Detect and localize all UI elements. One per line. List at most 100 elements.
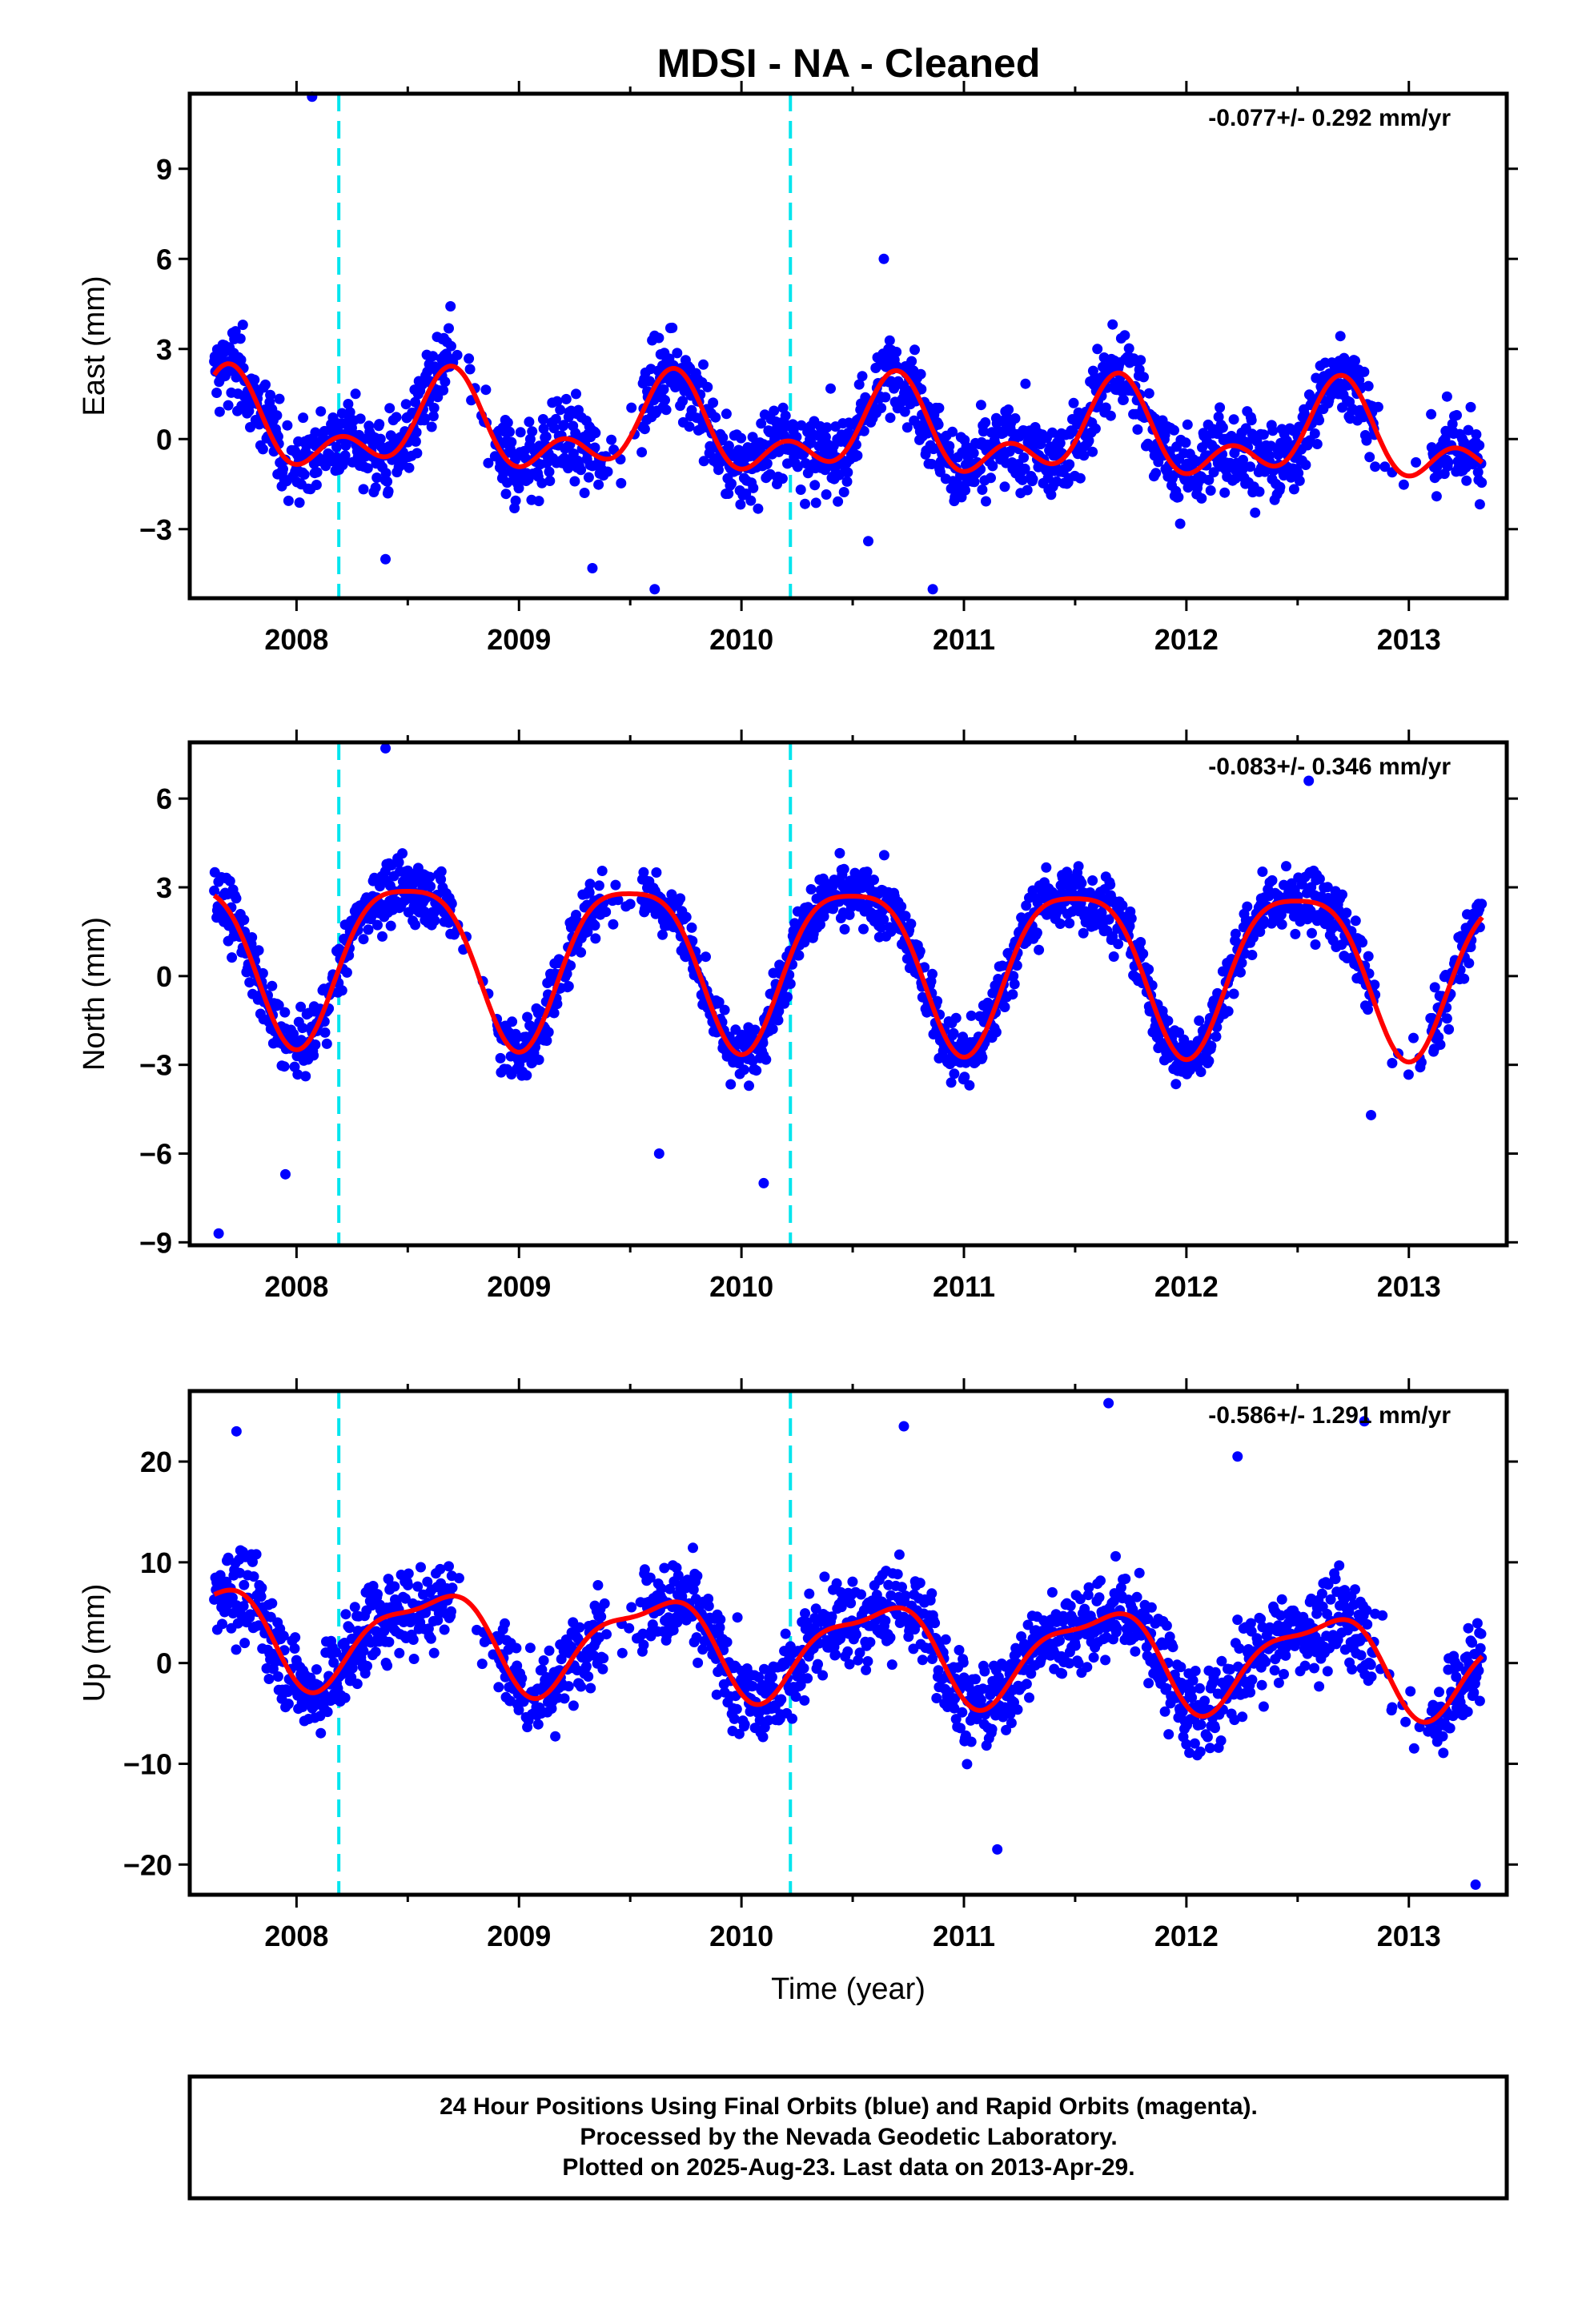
data-point (563, 1681, 574, 1692)
data-point (452, 349, 463, 360)
data-point (1361, 1605, 1372, 1616)
data-point (748, 482, 759, 493)
data-point (425, 881, 436, 892)
data-point (1117, 900, 1128, 911)
data-point (1387, 1058, 1398, 1068)
data-point (869, 875, 879, 886)
data-point (445, 301, 456, 312)
data-point (795, 485, 806, 495)
data-point (1228, 414, 1239, 425)
data-point (944, 440, 955, 452)
data-point (358, 1646, 369, 1657)
data-point (436, 866, 447, 877)
data-point (1082, 1590, 1094, 1601)
data-point (800, 1608, 810, 1619)
data-point (1194, 1015, 1205, 1026)
data-point (311, 480, 322, 490)
data-point (847, 1576, 858, 1587)
data-point (930, 1618, 941, 1629)
data-point (370, 482, 381, 493)
data-point (1258, 429, 1269, 440)
data-point (380, 468, 391, 479)
data-point (1363, 380, 1374, 392)
data-point (560, 393, 572, 404)
data-point (1474, 499, 1485, 510)
data-point (1138, 948, 1149, 959)
data-point (263, 1674, 275, 1684)
data-point (987, 460, 998, 472)
data-point (1363, 1004, 1373, 1015)
data-point (792, 461, 803, 472)
data-point (1311, 439, 1323, 449)
data-point (351, 1679, 363, 1690)
data-point (688, 1542, 698, 1554)
data-point (274, 393, 285, 404)
data-point (698, 359, 709, 370)
data-point (927, 584, 938, 595)
data-point (958, 1031, 969, 1043)
data-point (1134, 1567, 1145, 1578)
data-point (636, 447, 648, 458)
data-point (805, 437, 817, 448)
data-points (209, 1397, 1488, 1890)
data-point (1474, 440, 1485, 451)
data-point (1275, 481, 1286, 493)
data-point (1111, 1622, 1122, 1634)
data-point (862, 1656, 873, 1667)
data-point (600, 907, 612, 918)
data-point (1064, 459, 1075, 470)
data-point (761, 458, 773, 469)
data-point (370, 1647, 381, 1658)
data-point (548, 1007, 560, 1019)
data-point (782, 991, 793, 1003)
data-point (1127, 1604, 1138, 1615)
data-point (813, 1638, 825, 1649)
y-tick-label: 3 (156, 333, 172, 366)
data-point (1078, 927, 1089, 939)
data-point (1012, 1704, 1023, 1715)
data-point (249, 374, 260, 385)
data-point (444, 1561, 454, 1572)
data-point (1463, 424, 1474, 436)
data-point (1003, 404, 1014, 415)
data-point (723, 440, 734, 452)
data-point (267, 1663, 279, 1675)
data-point (1230, 928, 1241, 939)
data-point (624, 899, 636, 910)
data-point (215, 1570, 226, 1581)
data-point (260, 379, 271, 390)
data-point (753, 503, 764, 514)
data-point (1073, 1658, 1084, 1669)
data-point (217, 1618, 227, 1630)
data-point (584, 879, 596, 890)
data-point (1464, 958, 1475, 969)
data-point (1408, 1743, 1419, 1754)
data-point (756, 418, 767, 429)
data-point (538, 1655, 549, 1666)
data-point (776, 1694, 787, 1705)
data-point (580, 1661, 592, 1672)
data-point (344, 407, 355, 418)
data-point (446, 1606, 456, 1617)
data-point (1294, 475, 1305, 486)
data-point (986, 1723, 998, 1735)
data-point (593, 479, 604, 490)
data-point (516, 1673, 528, 1684)
data-point (267, 1598, 278, 1609)
data-point (1237, 464, 1248, 476)
data-point (576, 947, 587, 958)
data-point (684, 421, 695, 432)
data-point (715, 1614, 726, 1625)
data-point (1161, 1683, 1172, 1694)
data-point (1105, 410, 1116, 421)
data-point (358, 934, 369, 945)
data-point (372, 919, 383, 931)
data-point (702, 381, 713, 392)
data-point (257, 444, 268, 455)
data-point (1267, 875, 1278, 886)
data-point (1054, 437, 1066, 448)
y-tick-label: 3 (156, 871, 172, 904)
data-point (1273, 1677, 1284, 1688)
x-tick-label: 2011 (933, 623, 995, 656)
data-point (1181, 1739, 1192, 1750)
